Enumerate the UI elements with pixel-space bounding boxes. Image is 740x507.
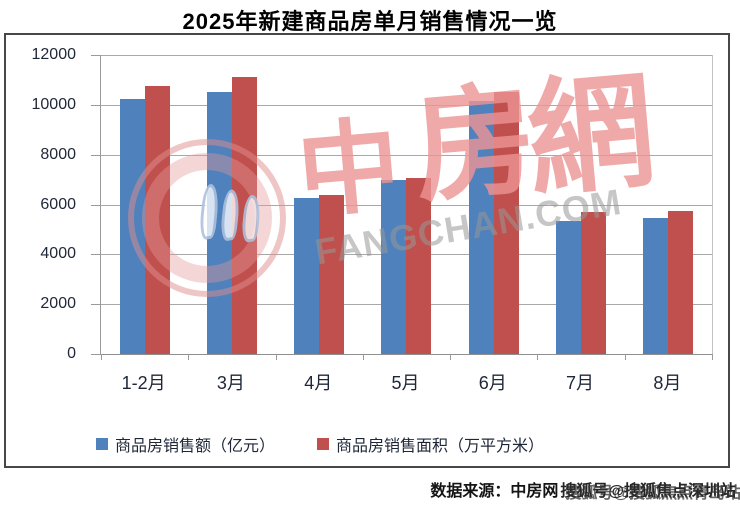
legend-item: 商品房销售面积（万平方米） — [317, 432, 544, 456]
x-tick-mark — [624, 354, 626, 360]
bar — [206, 92, 232, 354]
legend: 商品房销售额（亿元） 商品房销售面积（万平方米） — [96, 432, 544, 456]
y-axis-labels: 0 2000 4000 6000 8000 10000 12000 — [12, 46, 77, 362]
y-axis-label: 6000 — [40, 195, 76, 213]
bar-groups — [101, 55, 712, 354]
y-tick-mark — [91, 254, 101, 256]
bar — [231, 77, 257, 354]
legend-item: 商品房销售额（亿元） — [96, 432, 275, 456]
y-tick-mark — [91, 55, 101, 56]
bar-group — [101, 55, 188, 354]
bar — [556, 220, 582, 354]
platform-stamp-overlay: 搜狐号@搜狐焦点深圳站 搜狐号@搜狐焦点青岛站 — [560, 477, 740, 502]
gridline — [101, 154, 712, 156]
y-tick-mark — [91, 104, 101, 106]
bar-group — [625, 55, 712, 354]
y-tick-mark — [91, 354, 101, 355]
y-axis-label: 8000 — [40, 145, 76, 163]
x-tick-mark — [188, 354, 190, 360]
bar — [119, 98, 145, 354]
x-axis-label: 3月 — [216, 373, 245, 393]
legend-swatch — [96, 438, 108, 450]
y-axis-label: 2000 — [40, 295, 76, 313]
gridline — [101, 55, 712, 56]
y-tick-mark — [91, 204, 101, 206]
bar — [381, 179, 407, 354]
legend-swatch — [317, 438, 330, 450]
bar-group — [537, 55, 624, 354]
legend-label: 商品房销售额（亿元） — [115, 438, 276, 455]
y-tick-mark — [91, 304, 101, 306]
bar — [581, 211, 607, 354]
bar-group — [276, 55, 363, 354]
x-tick-mark — [712, 354, 713, 360]
x-axis-label: 4月 — [304, 373, 333, 393]
bar — [468, 101, 494, 354]
x-axis-label: 6月 — [478, 373, 507, 393]
data-source-caption: 数据来源：中房网 搜狐号@搜狐焦点深圳站 搜狐号@搜狐焦点青岛站 — [430, 477, 740, 502]
bar — [668, 210, 694, 354]
x-axis-label: 8月 — [653, 373, 682, 393]
x-axis-label: 1-2月 — [121, 373, 166, 393]
gridline — [101, 104, 712, 106]
bar-group — [450, 55, 537, 354]
y-tick-mark — [91, 154, 101, 156]
bar — [294, 198, 320, 354]
y-axis-label: 4000 — [40, 245, 76, 263]
y-axis-label: 10000 — [31, 95, 77, 113]
bar — [144, 86, 170, 354]
platform-stamp-1: 搜狐号@搜狐焦点深圳站 — [560, 483, 736, 500]
data-source-text: 数据来源：中房网 — [430, 483, 559, 500]
chart-frame: 0 2000 4000 6000 8000 10000 12000 1-2月 3月 4月 5月 6月… — [4, 33, 730, 468]
x-tick-mark — [450, 354, 452, 360]
chart-title: 2025年新建商品房单月销售情况一览 — [182, 9, 558, 34]
y-axis-label: 0 — [67, 345, 76, 362]
bar — [406, 178, 432, 354]
bar — [493, 92, 519, 354]
bar — [319, 194, 345, 354]
x-axis-labels: 1-2月 3月 4月 5月 6月 7月 8月 — [100, 369, 711, 395]
x-tick-mark — [101, 354, 102, 360]
bar-group — [188, 55, 275, 354]
y-axis-label: 12000 — [31, 46, 77, 63]
platform-stamp-2: 搜狐号@搜狐焦点青岛站 — [565, 485, 740, 502]
bar-group — [363, 55, 450, 354]
x-tick-mark — [537, 354, 539, 360]
legend-label: 商品房销售面积（万平方米） — [336, 438, 545, 455]
bar — [643, 218, 669, 354]
x-axis-label: 5月 — [391, 373, 420, 393]
x-axis-label: 7月 — [566, 373, 595, 393]
plot-area — [91, 55, 713, 360]
x-tick-mark — [362, 354, 364, 360]
x-tick-mark — [275, 354, 277, 360]
